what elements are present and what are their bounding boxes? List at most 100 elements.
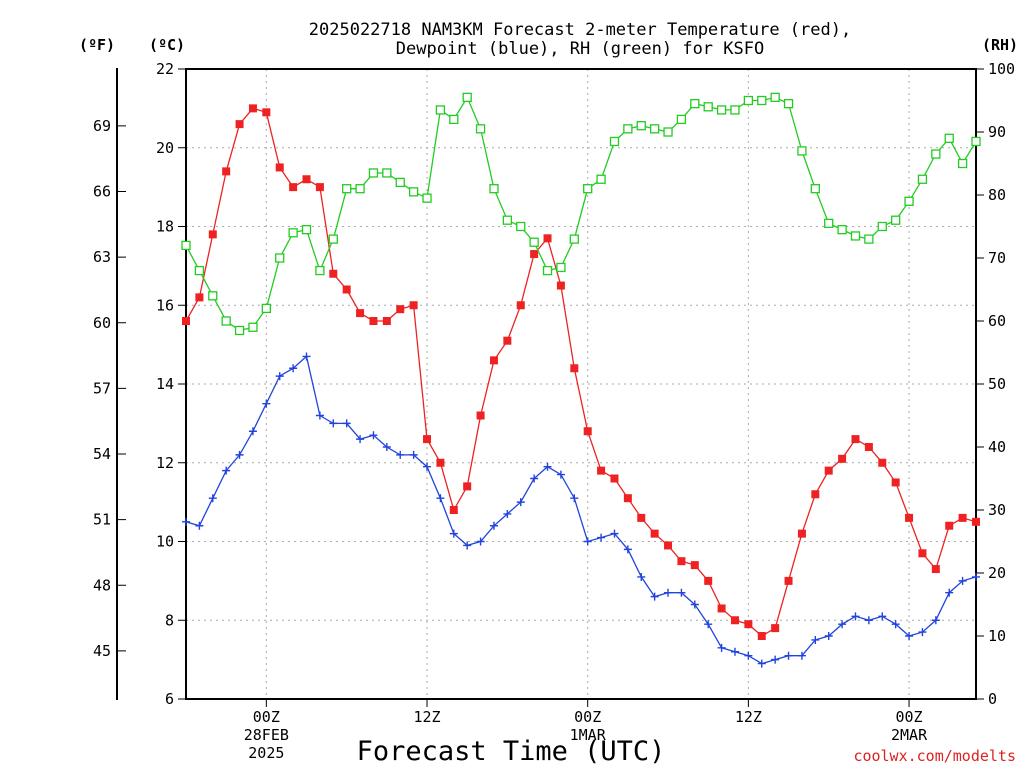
rh-point <box>288 228 298 238</box>
rh-point <box>837 224 847 235</box>
temperature-point <box>182 317 190 325</box>
dewpoint-point <box>570 494 579 503</box>
rh-point <box>261 303 271 314</box>
temperature-point <box>396 305 405 314</box>
series-layer <box>181 92 981 668</box>
rh-point <box>944 133 954 143</box>
rh-point <box>502 215 513 225</box>
rh-tick-label: 70 <box>988 249 1006 267</box>
temperature-point <box>958 513 967 522</box>
temperature-point <box>891 478 900 487</box>
rh-point <box>623 124 633 134</box>
rh-point <box>649 124 660 134</box>
rh-point <box>703 102 713 112</box>
rh-point <box>850 231 861 241</box>
rh-point <box>315 265 325 276</box>
dewpoint-point <box>864 616 873 625</box>
temperature-point <box>262 108 271 117</box>
temperature-point <box>690 561 699 570</box>
temperature-point <box>704 576 713 585</box>
rh-point <box>328 234 338 244</box>
rh-point <box>556 262 566 273</box>
temperature-point <box>315 183 324 192</box>
dewpoint-point <box>289 364 298 373</box>
temperature-point <box>329 269 338 278</box>
celsius-tick-label: 6 <box>165 690 174 708</box>
rh-point <box>301 224 312 235</box>
rh-point <box>583 184 593 194</box>
rh-point <box>690 99 700 109</box>
dewpoint-point <box>543 462 552 471</box>
temperature-point <box>409 301 418 310</box>
dewpoint-point <box>918 628 927 637</box>
x-tick-label-date: 28FEB <box>244 726 289 744</box>
temperature-point <box>463 482 472 491</box>
temperature-point <box>476 411 485 420</box>
rh-point <box>676 114 687 125</box>
rh-point <box>783 99 794 109</box>
dewpoint-point <box>248 427 257 436</box>
dewpoint-point <box>503 509 512 518</box>
temperature-point <box>610 474 619 483</box>
dewpoint-point <box>436 494 445 503</box>
rh-point <box>609 136 620 147</box>
temperature-point <box>597 466 606 475</box>
dewpoint-point <box>516 498 525 507</box>
temperature-point <box>530 250 539 259</box>
temperature-point <box>423 435 432 444</box>
rh-tick-label: 90 <box>988 123 1006 141</box>
x-tick-label-date: 2MAR <box>891 726 928 744</box>
rh-point <box>221 316 231 326</box>
rh-tick-label: 0 <box>988 690 997 708</box>
dewpoint-point <box>489 521 498 530</box>
rh-line <box>185 95 977 332</box>
temperature-point <box>784 576 793 585</box>
dewpoint-point <box>409 450 418 459</box>
temperature-point <box>637 513 646 522</box>
dewpoint-point <box>677 588 686 597</box>
rh-point <box>917 174 928 184</box>
dewpoint-point <box>757 659 766 668</box>
dewpoint-point <box>931 616 940 625</box>
temperature-point <box>677 557 686 566</box>
dewpoint-point <box>637 572 646 581</box>
rh-point <box>743 95 754 106</box>
dewpoint-line <box>185 355 977 665</box>
temperature-point <box>811 490 820 499</box>
temperature-line <box>185 107 977 637</box>
x-tick-label-time: 00Z <box>896 708 923 726</box>
temperature-point <box>797 529 806 538</box>
fahrenheit-tick-label: 63 <box>93 248 111 266</box>
rh-point <box>931 149 941 159</box>
rh-tick-label: 40 <box>988 438 1006 456</box>
temperature-point <box>771 624 780 633</box>
dewpoint-point <box>838 620 847 629</box>
chart-title-line2: Dewpoint (blue), RH (green) for KSFO <box>396 39 764 59</box>
temperature-point <box>195 293 204 302</box>
celsius-tick-label: 22 <box>156 60 174 78</box>
temperature-point <box>838 454 847 463</box>
dewpoint-point <box>972 572 980 581</box>
rh-tick-label: 30 <box>988 501 1006 519</box>
grid-lines <box>186 69 976 699</box>
temperature-point <box>650 529 659 538</box>
rh-point <box>529 237 539 247</box>
celsius-tick-label: 12 <box>156 454 174 472</box>
rh-point <box>797 146 807 156</box>
dewpoint-point <box>342 419 351 428</box>
rh-point <box>395 177 405 188</box>
temperature-point <box>489 356 498 365</box>
x-axis-title: Forecast Time (UTC) <box>357 736 666 767</box>
temperature-point <box>235 120 244 129</box>
dewpoint-point <box>945 588 954 597</box>
dewpoint-point <box>356 435 365 444</box>
dewpoint-point <box>530 474 539 483</box>
temperature-point <box>945 521 954 530</box>
dewpoint-point <box>690 600 699 609</box>
rh-point <box>810 184 820 194</box>
rh-tick-label: 100 <box>988 60 1015 78</box>
dewpoint-point <box>302 352 311 361</box>
dewpoint-point <box>275 372 284 381</box>
x-tick-label-time: 00Z <box>574 708 601 726</box>
